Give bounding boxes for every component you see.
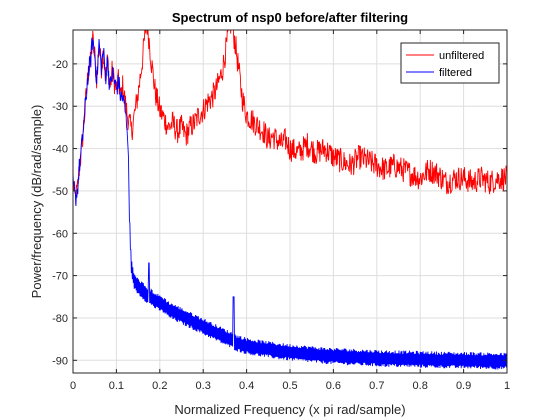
- x-tick-label: 0.1: [109, 380, 124, 392]
- y-tick-label: -40: [52, 144, 68, 156]
- x-tick-label: 0.9: [456, 380, 471, 392]
- y-tick-label: -20: [52, 59, 68, 71]
- legend-label-filtered: filtered: [439, 67, 472, 79]
- series-layer: [73, 30, 507, 370]
- x-tick-label: 0.2: [152, 380, 167, 392]
- x-tick-label: 0.4: [239, 380, 254, 392]
- y-tick-label: -30: [52, 101, 68, 113]
- x-tick-label: 0.3: [196, 380, 211, 392]
- series-line-filtered: [73, 37, 507, 370]
- y-tick-label: -90: [52, 355, 68, 367]
- x-tick-label: 1: [504, 380, 510, 392]
- y-tick-label: -70: [52, 271, 68, 283]
- y-tick-label: -60: [52, 228, 68, 240]
- x-tick-label: 0.8: [413, 380, 428, 392]
- y-tick-label: -80: [52, 313, 68, 325]
- chart-title: Spectrum of nsp0 before/after filtering: [172, 10, 408, 25]
- grid: [72, 30, 508, 373]
- x-tick-label: 0.7: [369, 380, 384, 392]
- y-axis-label: Power/frequency (dB/rad/sample): [29, 105, 44, 299]
- x-axis-label: Normalized Frequency (x pi rad/sample): [174, 402, 405, 417]
- axis-ticks: 0 0.1 0.2 0.3 0.4 0.5 0.6 0.7 0.8 0.9 1 -90 -80 -70 -6…: [52, 30, 510, 392]
- y-tick-label: -50: [52, 186, 68, 198]
- legend-box: [400, 42, 500, 84]
- series-line-unfiltered: [73, 30, 507, 205]
- x-tick-label: 0.6: [326, 380, 341, 392]
- legend: unfiltered filtered: [400, 42, 500, 84]
- legend-label-unfiltered: unfiltered: [439, 50, 484, 62]
- x-tick-label: 0.5: [282, 380, 297, 392]
- x-tick-label: 0: [70, 380, 76, 392]
